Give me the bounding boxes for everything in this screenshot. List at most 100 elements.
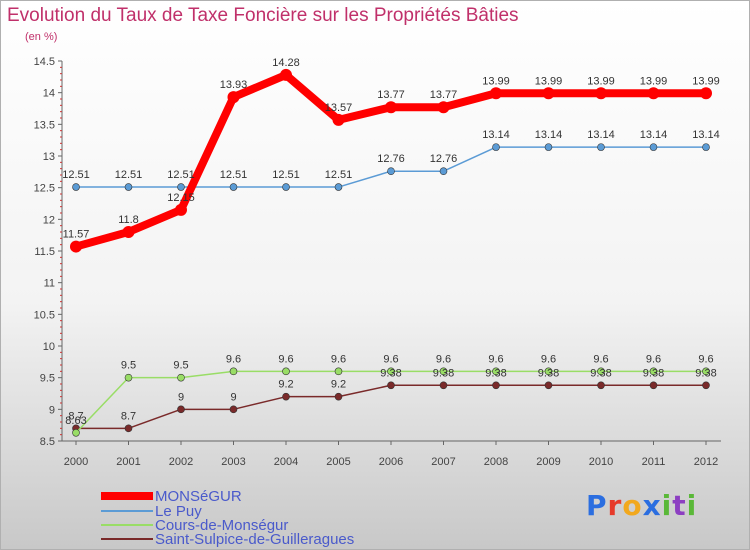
data-label: 13.14 <box>482 129 510 141</box>
data-label: 12.51 <box>62 169 90 181</box>
data-point <box>492 367 500 376</box>
data-point <box>700 87 712 100</box>
data-label: 13.14 <box>587 129 615 141</box>
data-point <box>544 143 553 151</box>
data-label: 9.6 <box>698 353 713 365</box>
data-point <box>72 183 80 191</box>
x-tick-label: 2011 <box>642 456 666 468</box>
data-point <box>387 167 395 175</box>
data-label: 9.6 <box>226 353 241 365</box>
x-tick-label: 2010 <box>589 456 613 468</box>
data-label: 9.38 <box>380 367 401 379</box>
data-label: 13.93 <box>220 79 248 91</box>
data-point <box>490 87 502 100</box>
x-tick-label: 2004 <box>274 456 298 468</box>
legend-item-monsegur: MONSéGUR <box>101 488 242 505</box>
data-point <box>72 428 80 437</box>
data-point <box>647 87 660 100</box>
data-point <box>282 183 290 191</box>
data-label: 13.99 <box>640 75 668 87</box>
data-label: 13.99 <box>482 75 510 87</box>
series-line <box>75 370 707 434</box>
data-label: 13.57 <box>325 102 353 114</box>
data-point <box>385 101 397 114</box>
data-point <box>649 143 658 151</box>
data-point <box>282 392 290 401</box>
data-point <box>229 367 238 376</box>
x-tick-label: 2002 <box>169 456 193 468</box>
data-label: 8.7 <box>68 410 83 422</box>
legend-label-saint-sulpice: Saint-Sulpice-de-Guilleragues <box>155 530 355 548</box>
logo-letter: o <box>622 489 643 522</box>
data-label: 12.15 <box>167 192 195 204</box>
data-point <box>649 381 658 390</box>
logo-letter: t <box>672 489 687 522</box>
data-label: 9.6 <box>331 353 346 365</box>
data-point <box>122 226 135 238</box>
data-point <box>124 183 133 191</box>
data-point <box>439 381 448 390</box>
data-point <box>124 424 133 433</box>
y-tick-label: 11.5 <box>34 246 55 258</box>
legend-swatch-saint-sulpice <box>101 538 153 540</box>
legend-item-le-puy: Le Puy <box>101 503 202 520</box>
data-point <box>597 367 605 376</box>
logo-letter: P <box>586 489 608 522</box>
data-point <box>702 143 710 151</box>
data-point <box>229 405 238 414</box>
y-tick-label: 13.5 <box>34 119 55 131</box>
data-label: 9.38 <box>433 367 454 379</box>
data-point <box>387 381 395 390</box>
data-point <box>544 367 553 376</box>
data-point <box>649 367 658 376</box>
x-tick-label: 2006 <box>379 456 403 468</box>
logo-letter: r <box>607 489 623 522</box>
x-tick-label: 2005 <box>326 456 350 468</box>
series-line <box>75 384 707 430</box>
logo-letter: x <box>642 489 662 522</box>
x-tick-label: 2008 <box>484 456 508 468</box>
data-point <box>492 143 500 151</box>
data-label: 9.38 <box>538 367 559 379</box>
data-label: 12.76 <box>377 153 405 165</box>
data-label: 9 <box>178 391 184 403</box>
legend-item-saint-sulpice: Saint-Sulpice-de-Guilleragues <box>101 530 355 548</box>
data-label: 13.99 <box>535 75 563 87</box>
data-label: 13.77 <box>377 89 405 101</box>
x-tick-label: 2000 <box>64 456 88 468</box>
data-label: 9.5 <box>121 360 136 372</box>
legend-swatch-cours-de-monsegur <box>101 524 153 526</box>
legend-item-cours-de-monsegur: Cours-de-Monségur <box>101 517 288 534</box>
data-label: 8.7 <box>121 410 136 422</box>
data-point <box>227 91 240 104</box>
logo-letter: i <box>661 489 673 522</box>
data-label: 12.51 <box>167 169 195 181</box>
data-label: 13.14 <box>535 129 563 141</box>
data-point <box>439 167 448 175</box>
y-tick-label: 11 <box>44 278 55 290</box>
data-label: 9.5 <box>173 360 188 372</box>
data-label: 9.38 <box>643 367 664 379</box>
y-tick-label: 14.5 <box>34 56 55 68</box>
data-label: 9.6 <box>593 353 608 365</box>
y-tick-label: 10.5 <box>34 309 55 321</box>
data-label: 9 <box>230 391 236 403</box>
data-label: 9.6 <box>541 353 556 365</box>
y-tick-label: 14 <box>43 88 55 100</box>
data-point <box>334 183 343 191</box>
data-label: 12.51 <box>272 169 300 181</box>
x-tick-label: 2003 <box>221 456 245 468</box>
data-point <box>439 367 448 376</box>
data-label: 9.6 <box>383 353 398 365</box>
data-label: 12.51 <box>325 169 353 181</box>
data-label: 13.77 <box>430 89 458 101</box>
data-point <box>542 87 555 100</box>
data-point <box>334 367 343 376</box>
y-tick-label: 9 <box>49 404 55 416</box>
data-point <box>597 143 605 151</box>
x-tick-label: 2007 <box>431 456 455 468</box>
data-label: 9.38 <box>485 367 506 379</box>
data-point <box>124 373 133 382</box>
